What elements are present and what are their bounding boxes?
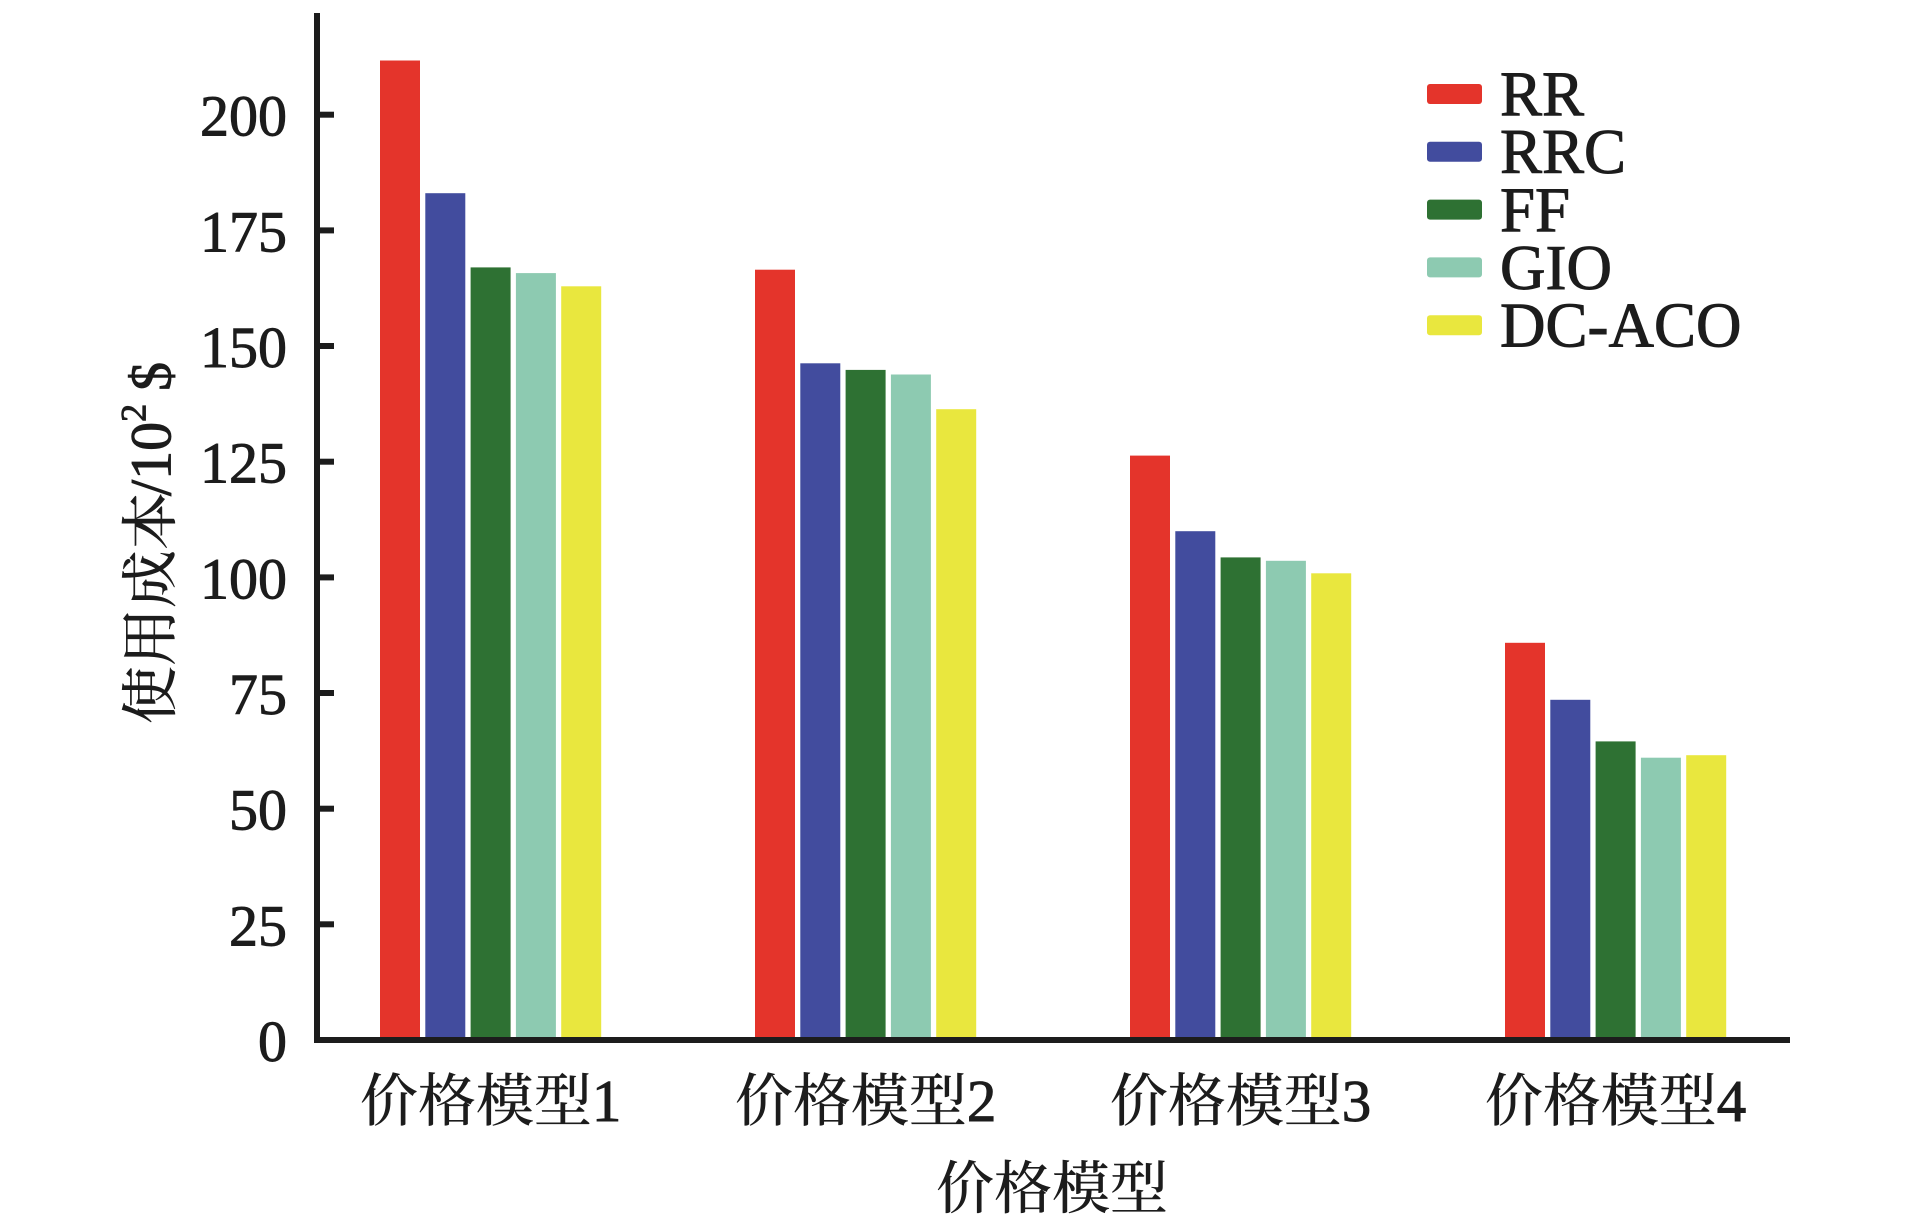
svg-text:200: 200: [200, 84, 287, 149]
svg-text:/10: /10: [119, 422, 184, 496]
svg-text:RR: RR: [1500, 59, 1584, 129]
svg-text:2: 2: [967, 1068, 997, 1134]
svg-text:50: 50: [229, 778, 287, 843]
svg-text:75: 75: [229, 662, 287, 727]
svg-text:RRC: RRC: [1500, 117, 1626, 187]
svg-text:FF: FF: [1500, 175, 1570, 245]
svg-text:2: 2: [114, 404, 154, 422]
svg-text:25: 25: [229, 893, 287, 958]
svg-text:125: 125: [200, 431, 287, 496]
svg-text:$: $: [119, 362, 184, 391]
svg-text:175: 175: [200, 199, 287, 264]
svg-text:DC-ACO: DC-ACO: [1500, 291, 1742, 361]
svg-text:4: 4: [1717, 1068, 1747, 1134]
svg-text:150: 150: [200, 315, 287, 380]
svg-text:1: 1: [592, 1068, 622, 1134]
svg-text:100: 100: [200, 546, 287, 611]
svg-text:3: 3: [1342, 1068, 1372, 1134]
svg-text:0: 0: [258, 1009, 287, 1074]
svg-text:GIO: GIO: [1500, 233, 1612, 303]
